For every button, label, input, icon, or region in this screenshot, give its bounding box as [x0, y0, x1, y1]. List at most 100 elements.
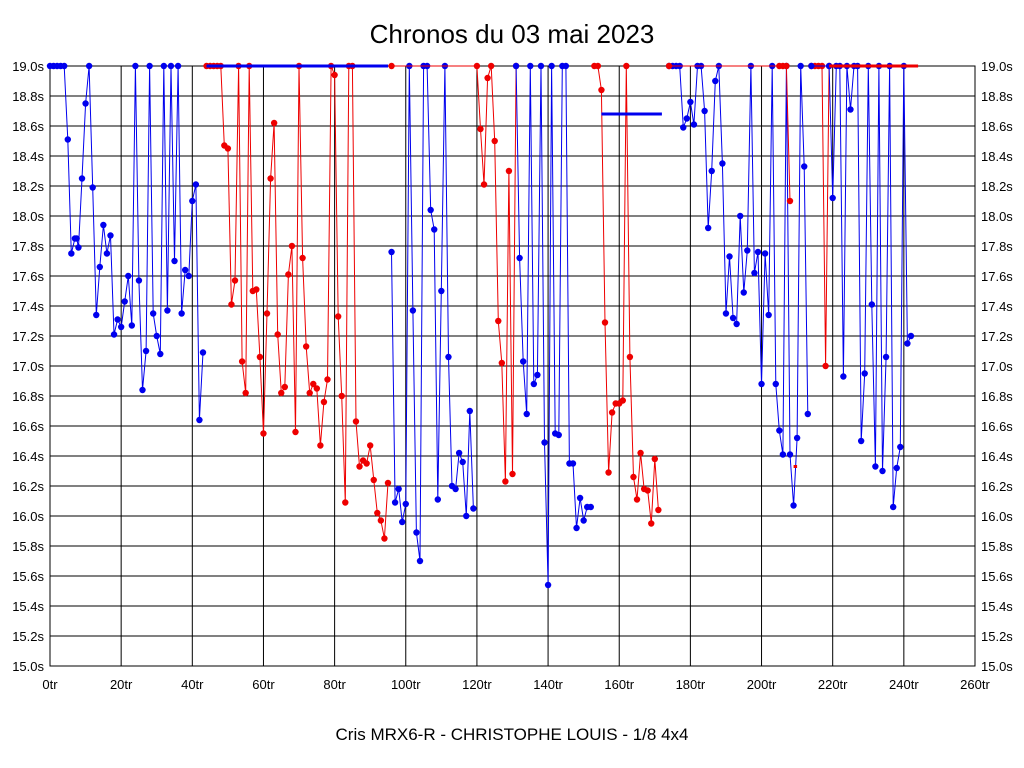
- data-point: [171, 257, 178, 265]
- data-point: [302, 343, 310, 350]
- y-tick-label-left: 16.2s: [12, 479, 44, 494]
- data-point: [85, 62, 93, 70]
- data-point: [388, 248, 395, 256]
- data-point: [68, 250, 75, 257]
- data-point: [278, 389, 285, 397]
- y-tick-label-left: 17.6s: [12, 269, 44, 284]
- data-point: [605, 469, 612, 476]
- data-point: [797, 62, 804, 70]
- y-tick-label-right: 15.6s: [981, 569, 1013, 584]
- y-tick-label-left: 19.0s: [12, 59, 44, 74]
- data-point: [726, 253, 733, 260]
- data-point: [569, 460, 577, 467]
- data-point: [733, 320, 740, 328]
- data-point: [633, 496, 641, 503]
- data-point: [228, 301, 235, 308]
- data-point: [527, 62, 534, 70]
- data-point: [149, 310, 157, 317]
- y-tick-label-right: 16.8s: [981, 389, 1013, 404]
- data-point: [736, 212, 744, 220]
- data-point: [132, 62, 139, 70]
- data-point: [687, 98, 694, 106]
- data-point: [470, 505, 477, 512]
- data-point: [523, 410, 530, 418]
- data-point: [487, 62, 495, 70]
- data-point: [157, 350, 164, 358]
- data-point: [253, 286, 260, 293]
- data-point: [377, 517, 385, 524]
- data-point: [861, 370, 868, 377]
- data-point: [530, 380, 538, 388]
- data-point: [722, 310, 730, 317]
- data-point: [238, 358, 246, 365]
- series-s1: [46, 62, 207, 424]
- data-point: [701, 107, 708, 115]
- chart-subtitle: Cris MRX6-R - CHRISTOPHE LOUIS - 1/8 4x4: [336, 725, 689, 744]
- y-tick-label-left: 17.2s: [12, 329, 44, 344]
- data-point: [544, 581, 552, 589]
- data-point: [822, 362, 829, 370]
- data-point: [601, 319, 609, 326]
- x-tick-label: 220tr: [818, 677, 848, 692]
- data-point: [519, 358, 527, 365]
- data-point: [431, 226, 438, 233]
- y-tick-label-right: 18.0s: [981, 209, 1013, 224]
- data-point: [480, 181, 488, 188]
- data-point: [857, 437, 865, 445]
- data-point: [399, 518, 406, 526]
- data-point: [882, 353, 890, 361]
- data-point: [829, 194, 836, 202]
- series-s6: [512, 62, 594, 589]
- data-point: [744, 247, 751, 254]
- x-tick-label: 20tr: [110, 677, 133, 692]
- data-point: [384, 479, 392, 487]
- y-tick-label-left: 15.0s: [12, 659, 44, 674]
- data-point: [466, 407, 474, 415]
- data-point: [356, 463, 363, 470]
- data-point: [388, 62, 395, 70]
- data-point: [363, 460, 370, 467]
- x-tick-label: 100tr: [391, 677, 421, 692]
- data-point: [765, 311, 772, 319]
- axes: 15.0s 15.0s 15.2s 15.2s 15.4s 15.4s 15.6s 15.6s…: [12, 59, 1013, 692]
- series-s5: [388, 62, 520, 485]
- data-point: [242, 389, 249, 397]
- data-point: [416, 557, 424, 565]
- y-tick-label-left: 15.4s: [12, 599, 44, 614]
- data-point: [587, 503, 594, 511]
- y-tick-label-right: 17.4s: [981, 299, 1013, 314]
- data-point: [637, 449, 644, 457]
- data-point: [872, 463, 879, 470]
- data-point: [366, 442, 374, 449]
- data-point: [754, 248, 762, 256]
- x-tick-label: 40tr: [181, 677, 204, 692]
- data-point: [224, 145, 232, 152]
- data-point: [174, 62, 182, 70]
- y-tick-label-left: 18.6s: [12, 119, 44, 134]
- data-point: [772, 380, 779, 388]
- grid: [49, 65, 976, 667]
- data-point: [594, 62, 602, 70]
- data-point: [334, 313, 342, 320]
- data-point: [292, 428, 299, 436]
- data-point: [160, 62, 168, 70]
- data-point: [541, 439, 548, 446]
- y-tick-label-left: 18.2s: [12, 179, 44, 194]
- y-tick-label-right: 17.0s: [981, 359, 1013, 374]
- data-point: [338, 392, 345, 400]
- data-point: [495, 317, 502, 325]
- data-point: [740, 289, 747, 296]
- data-point: [310, 380, 317, 388]
- data-point: [146, 62, 153, 70]
- y-tick-label-left: 15.6s: [12, 569, 44, 584]
- data-point: [313, 385, 321, 392]
- y-tick-label-right: 18.8s: [981, 89, 1013, 104]
- y-tick-label-right: 18.2s: [981, 179, 1013, 194]
- data-point: [537, 62, 545, 70]
- data-point: [516, 254, 523, 262]
- data-point: [576, 494, 584, 502]
- data-point: [683, 115, 691, 122]
- x-tick-label: 140tr: [533, 677, 563, 692]
- data-point: [288, 242, 296, 250]
- y-tick-label-left: 15.8s: [12, 539, 44, 554]
